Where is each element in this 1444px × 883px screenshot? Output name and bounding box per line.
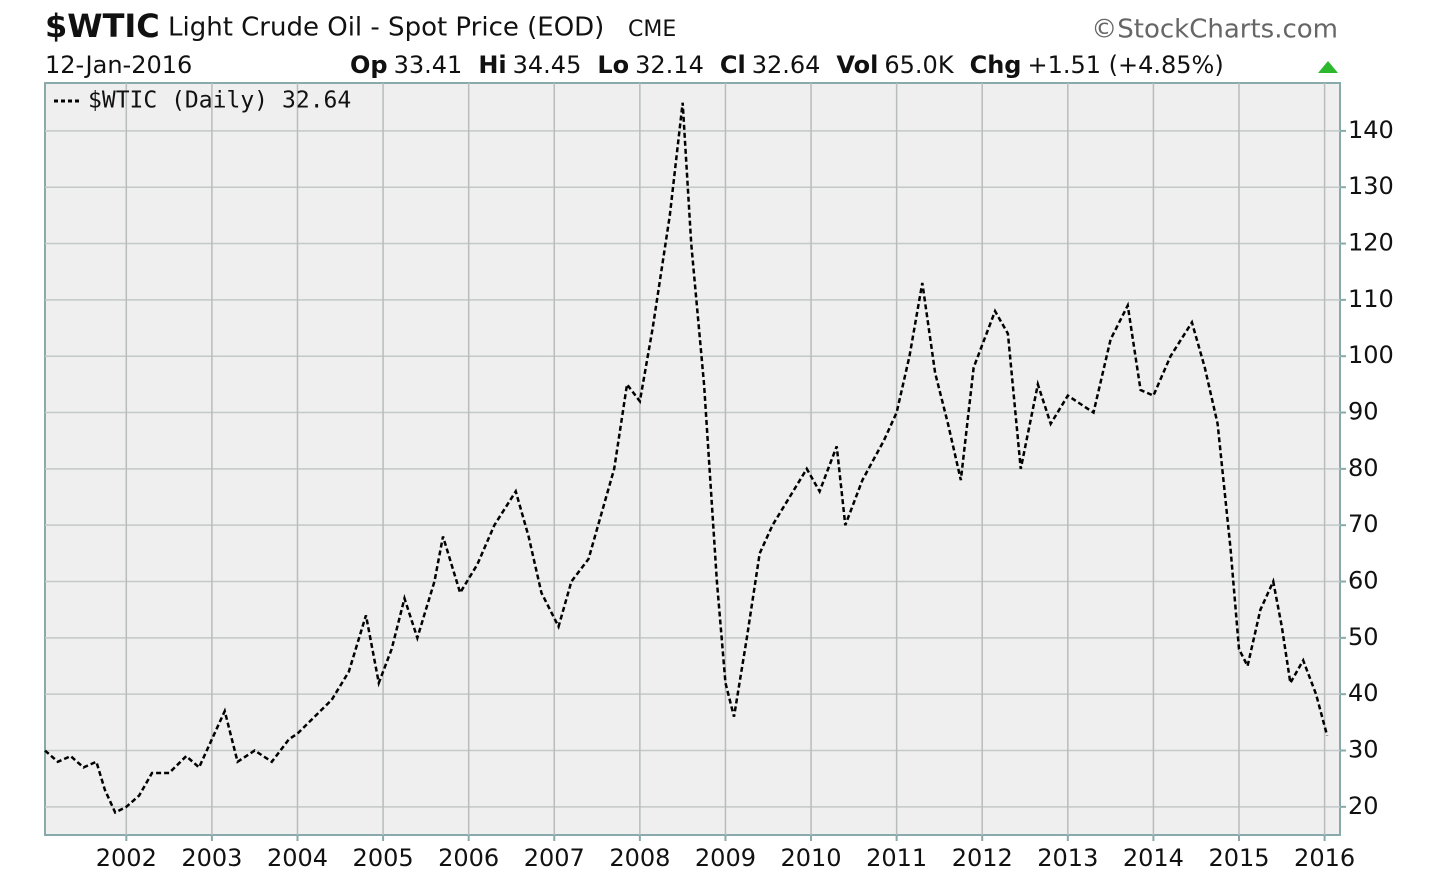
x-tick-label: 2008 — [609, 844, 670, 872]
plot-area — [44, 82, 1341, 836]
legend-value: 32.64 — [282, 88, 351, 114]
x-tick-label: 2004 — [267, 844, 328, 872]
y-tick-label: 60 — [1348, 567, 1379, 595]
date: 12-Jan-2016 — [45, 51, 192, 79]
stat-value: 32.14 — [635, 51, 704, 79]
stat-label: Cl — [720, 51, 746, 79]
legend-label: $WTIC (Daily) — [88, 88, 268, 114]
stat-label: Vol — [836, 51, 878, 79]
stat-value: 65.0K — [884, 51, 954, 79]
chart-title: Light Crude Oil - Spot Price (EOD) — [168, 13, 604, 43]
stat-label: Chg — [970, 51, 1022, 79]
y-tick-label: 140 — [1348, 116, 1394, 144]
x-tick-label: 2013 — [1037, 844, 1098, 872]
y-tick-label: 90 — [1348, 398, 1379, 426]
y-tick-label: 40 — [1348, 679, 1379, 707]
y-tick-label: 20 — [1348, 792, 1379, 820]
x-tick-label: 2012 — [952, 844, 1013, 872]
credit: ©StockCharts.com — [1091, 15, 1338, 45]
y-tick-label: 50 — [1348, 623, 1379, 651]
symbol: $WTIC — [45, 7, 160, 45]
y-tick-label: 70 — [1348, 510, 1379, 538]
x-tick-label: 2010 — [781, 844, 842, 872]
stat-value: 33.41 — [394, 51, 463, 79]
stat-value: 34.45 — [513, 51, 582, 79]
exchange: CME — [628, 17, 676, 42]
stat-label: Lo — [597, 51, 629, 79]
stat-value: +1.51 (+4.85%) — [1027, 51, 1223, 79]
y-tick-label: 120 — [1348, 229, 1394, 257]
stat-value: 32.64 — [752, 51, 821, 79]
x-tick-label: 2005 — [353, 844, 414, 872]
x-tick-label: 2007 — [524, 844, 585, 872]
x-tick-label: 2014 — [1123, 844, 1184, 872]
y-tick-label: 80 — [1348, 454, 1379, 482]
x-tick-label: 2003 — [181, 844, 242, 872]
x-tick-label: 2002 — [96, 844, 157, 872]
y-tick-label: 100 — [1348, 341, 1394, 369]
up-arrow — [1318, 61, 1338, 73]
stats: Op 33.41 Hi 34.45 Lo 32.14 Cl 32.64 Vol 65.0K Chg +… — [350, 51, 1224, 79]
x-tick-label: 2011 — [866, 844, 927, 872]
x-tick-label: 2009 — [695, 844, 756, 872]
x-tick-label: 2015 — [1208, 844, 1269, 872]
y-tick-label: 130 — [1348, 172, 1394, 200]
x-tick-label: 2006 — [438, 844, 499, 872]
y-tick-label: 30 — [1348, 736, 1379, 764]
stat-label: Hi — [478, 51, 506, 79]
stat-label: Op — [350, 51, 388, 79]
x-tick-label: 2016 — [1294, 844, 1355, 872]
price-line — [44, 102, 1329, 815]
y-tick-label: 110 — [1348, 285, 1394, 313]
